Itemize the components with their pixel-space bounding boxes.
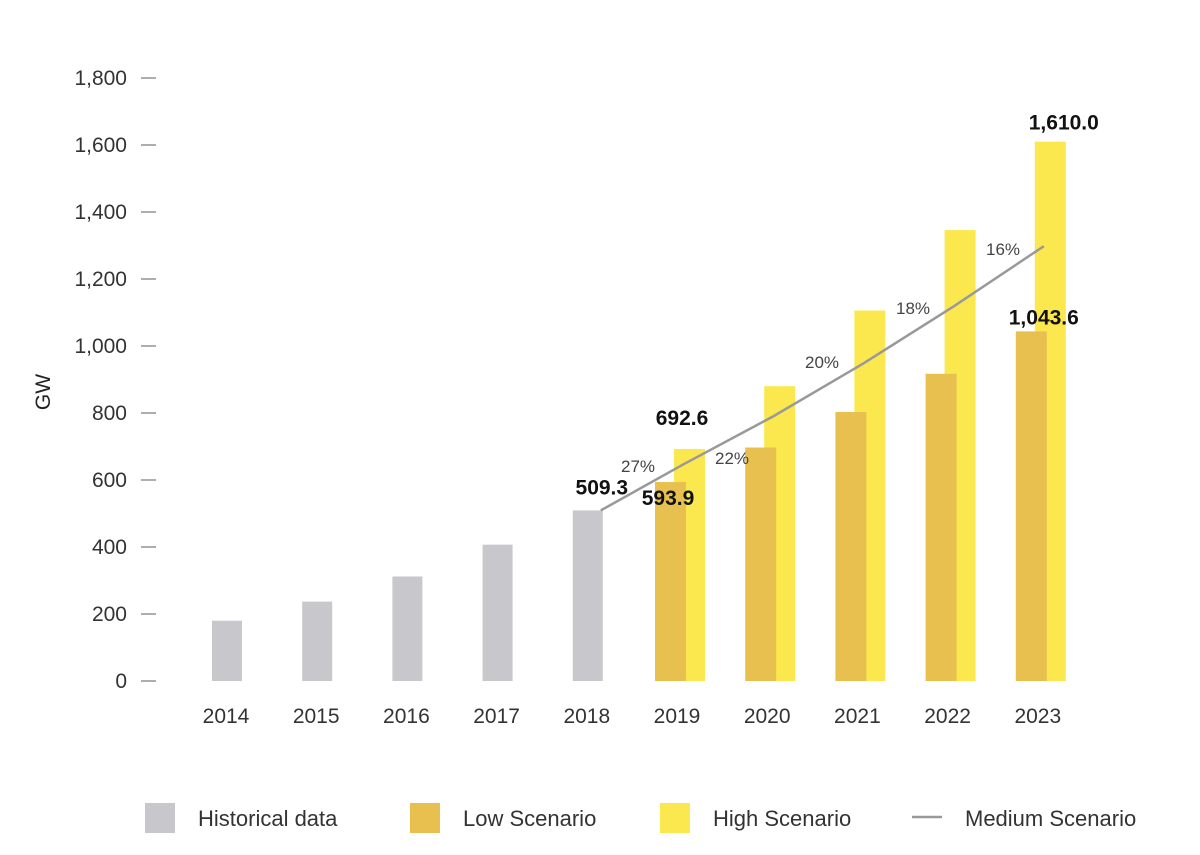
y-axis-title: GW xyxy=(32,374,55,410)
y-tick-label: 1,200 xyxy=(74,268,127,291)
data-labels: 509.3 692.6 593.9 1,610.0 1,043.6 27% 22% 20% 18… xyxy=(576,112,1099,510)
y-tick-label: 1,000 xyxy=(74,335,127,358)
y-tick-label: 800 xyxy=(92,402,127,425)
legend-label: Low Scenario xyxy=(463,806,596,831)
legend: Historical data Low Scenario High Scenario… xyxy=(145,803,1136,833)
historical-bar xyxy=(482,544,513,681)
legend-swatch xyxy=(660,803,690,833)
low-scenario-bar xyxy=(655,482,686,681)
x-tick-label: 2018 xyxy=(563,705,610,728)
y-tick-label: 200 xyxy=(92,603,127,626)
y-tick-label: 400 xyxy=(92,536,127,559)
low-scenario-bar xyxy=(925,373,957,681)
legend-swatch xyxy=(410,803,440,833)
data-label: 692.6 xyxy=(656,407,709,430)
low-scenario-bar xyxy=(745,447,777,681)
x-tick-label: 2015 xyxy=(293,705,340,728)
growth-rate-label: 27% xyxy=(621,457,655,476)
bars xyxy=(212,141,1066,681)
x-tick-label: 2014 xyxy=(203,705,250,728)
low-scenario-bar xyxy=(1015,331,1047,681)
growth-rate-label: 22% xyxy=(715,449,749,468)
x-axis: 2014 2015 2016 2017 2018 2019 2020 2021 2022 2023 xyxy=(203,705,1062,728)
y-axis: 0 200 400 600 800 1,000 1,200 1,400 1,600 1,800 xyxy=(74,67,156,693)
growth-rate-label: 18% xyxy=(896,299,930,318)
data-label: 593.9 xyxy=(642,487,695,510)
growth-rate-label: 16% xyxy=(986,240,1020,259)
data-label: 1,610.0 xyxy=(1029,112,1099,135)
x-tick-label: 2017 xyxy=(473,705,520,728)
x-tick-label: 2021 xyxy=(834,705,881,728)
data-label: 509.3 xyxy=(576,476,629,499)
low-scenario-bar xyxy=(835,411,867,681)
y-tick-label: 1,400 xyxy=(74,201,127,224)
legend-label: Medium Scenario xyxy=(965,806,1136,831)
x-tick-label: 2016 xyxy=(383,705,430,728)
y-tick-label: 0 xyxy=(115,670,127,693)
x-tick-label: 2022 xyxy=(924,705,971,728)
historical-bar xyxy=(392,576,423,681)
y-tick-label: 600 xyxy=(92,469,127,492)
x-tick-label: 2019 xyxy=(654,705,701,728)
medium-scenario-polyline xyxy=(600,245,1045,512)
y-tick-label: 1,800 xyxy=(74,67,127,90)
historical-bar xyxy=(212,620,242,681)
historical-bar xyxy=(572,510,603,681)
legend-label: Historical data xyxy=(198,806,338,831)
legend-label: High Scenario xyxy=(713,806,851,831)
data-label: 1,043.6 xyxy=(1009,306,1079,329)
growth-rate-label: 20% xyxy=(805,353,839,372)
x-tick-label: 2020 xyxy=(744,705,791,728)
x-tick-label: 2023 xyxy=(1014,705,1061,728)
legend-swatch xyxy=(145,803,175,833)
y-tick-label: 1,600 xyxy=(74,134,127,157)
historical-bar xyxy=(302,601,333,681)
medium-scenario-line xyxy=(600,245,1045,512)
